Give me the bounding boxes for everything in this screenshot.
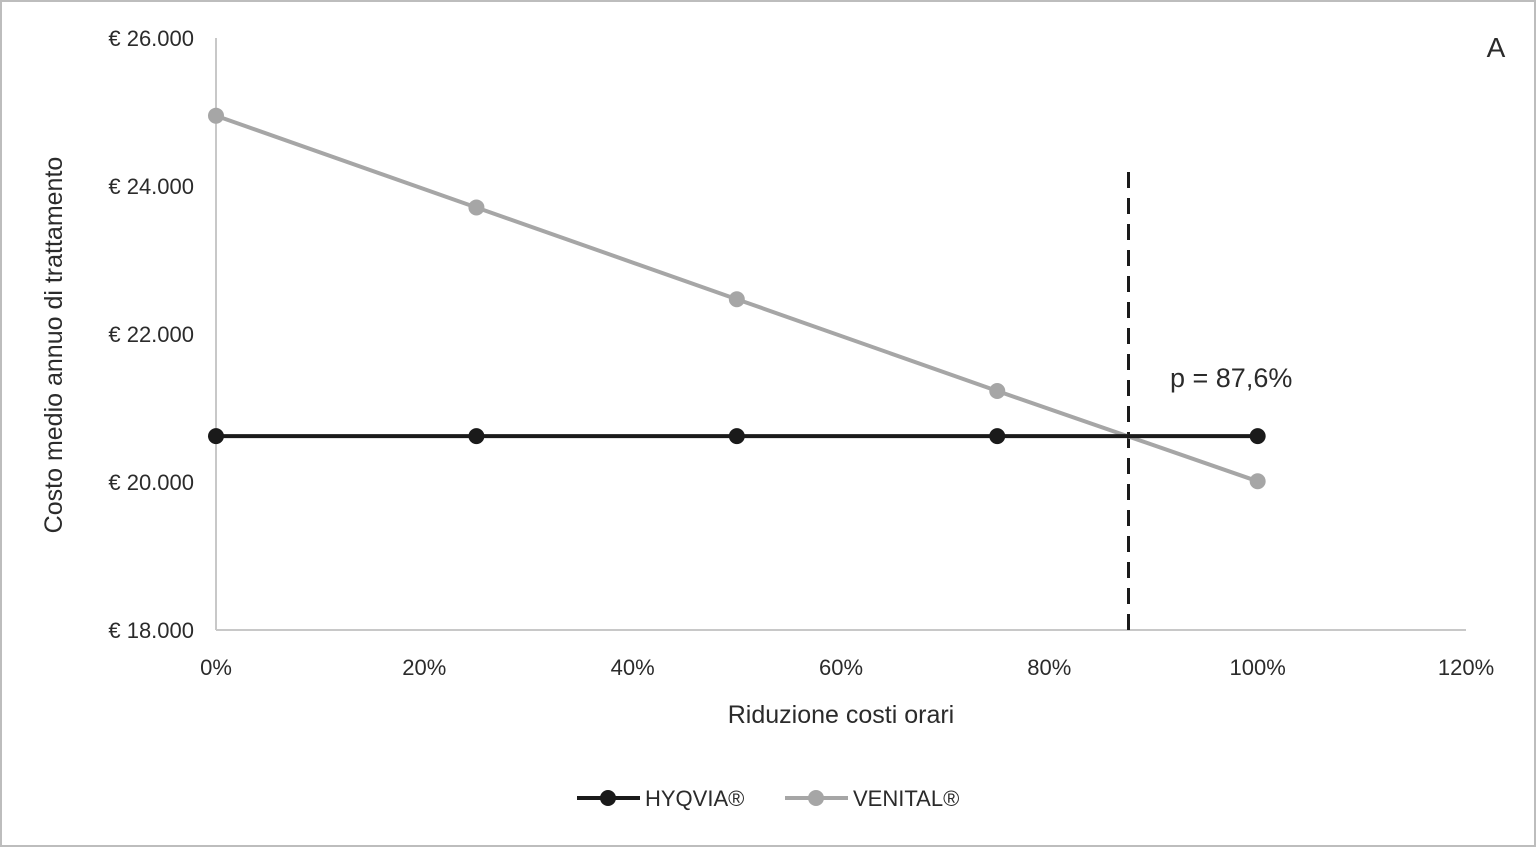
- legend-label-venital: VENITAL®: [853, 786, 959, 811]
- data-point-venital: [728, 291, 745, 308]
- series-lines: [208, 107, 1266, 490]
- panel-label: A: [1487, 32, 1506, 63]
- data-point-hyqvia: [1249, 428, 1266, 445]
- data-point-venital: [989, 382, 1006, 399]
- x-tick-label: 20%: [402, 655, 446, 680]
- legend-swatch-marker-hyqvia: [600, 790, 616, 806]
- y-axis-title: Costo medio annuo di trattamento: [40, 157, 68, 534]
- legend-label-hyqvia: HYQVIA®: [645, 786, 744, 811]
- data-point-venital: [468, 199, 485, 216]
- legend-swatch-marker-venital: [808, 790, 824, 806]
- threshold-label: p = 87,6%: [1170, 363, 1292, 393]
- x-tick-label: 60%: [819, 655, 863, 680]
- data-point-hyqvia: [468, 428, 485, 445]
- data-point-hyqvia: [208, 428, 224, 445]
- data-point-hyqvia: [728, 428, 745, 445]
- data-point-venital: [1249, 473, 1266, 490]
- y-tick-label: € 20.000: [108, 470, 194, 495]
- x-tick-labels: 0% 20% 40% 60% 80% 100% 120%: [200, 655, 1494, 680]
- x-tick-label: 40%: [611, 655, 655, 680]
- legend: HYQVIA® VENITAL®: [577, 786, 959, 811]
- y-tick-label: € 26.000: [108, 26, 194, 51]
- x-tick-label: 80%: [1027, 655, 1071, 680]
- axes: [215, 38, 1466, 631]
- data-point-venital: [208, 107, 224, 124]
- legend-item-hyqvia: HYQVIA®: [577, 786, 744, 811]
- x-tick-label: 120%: [1438, 655, 1494, 680]
- y-tick-label: € 22.000: [108, 322, 194, 347]
- y-tick-labels: € 18.000 € 20.000 € 22.000 € 24.000 € 26.000: [108, 26, 194, 643]
- x-tick-label: 100%: [1230, 655, 1286, 680]
- data-point-hyqvia: [989, 428, 1006, 445]
- legend-item-venital: VENITAL®: [785, 786, 959, 811]
- x-axis-title: Riduzione costi orari: [728, 701, 955, 729]
- x-tick-label: 0%: [200, 655, 232, 680]
- y-tick-label: € 18.000: [108, 618, 194, 643]
- y-tick-label: € 24.000: [108, 174, 194, 199]
